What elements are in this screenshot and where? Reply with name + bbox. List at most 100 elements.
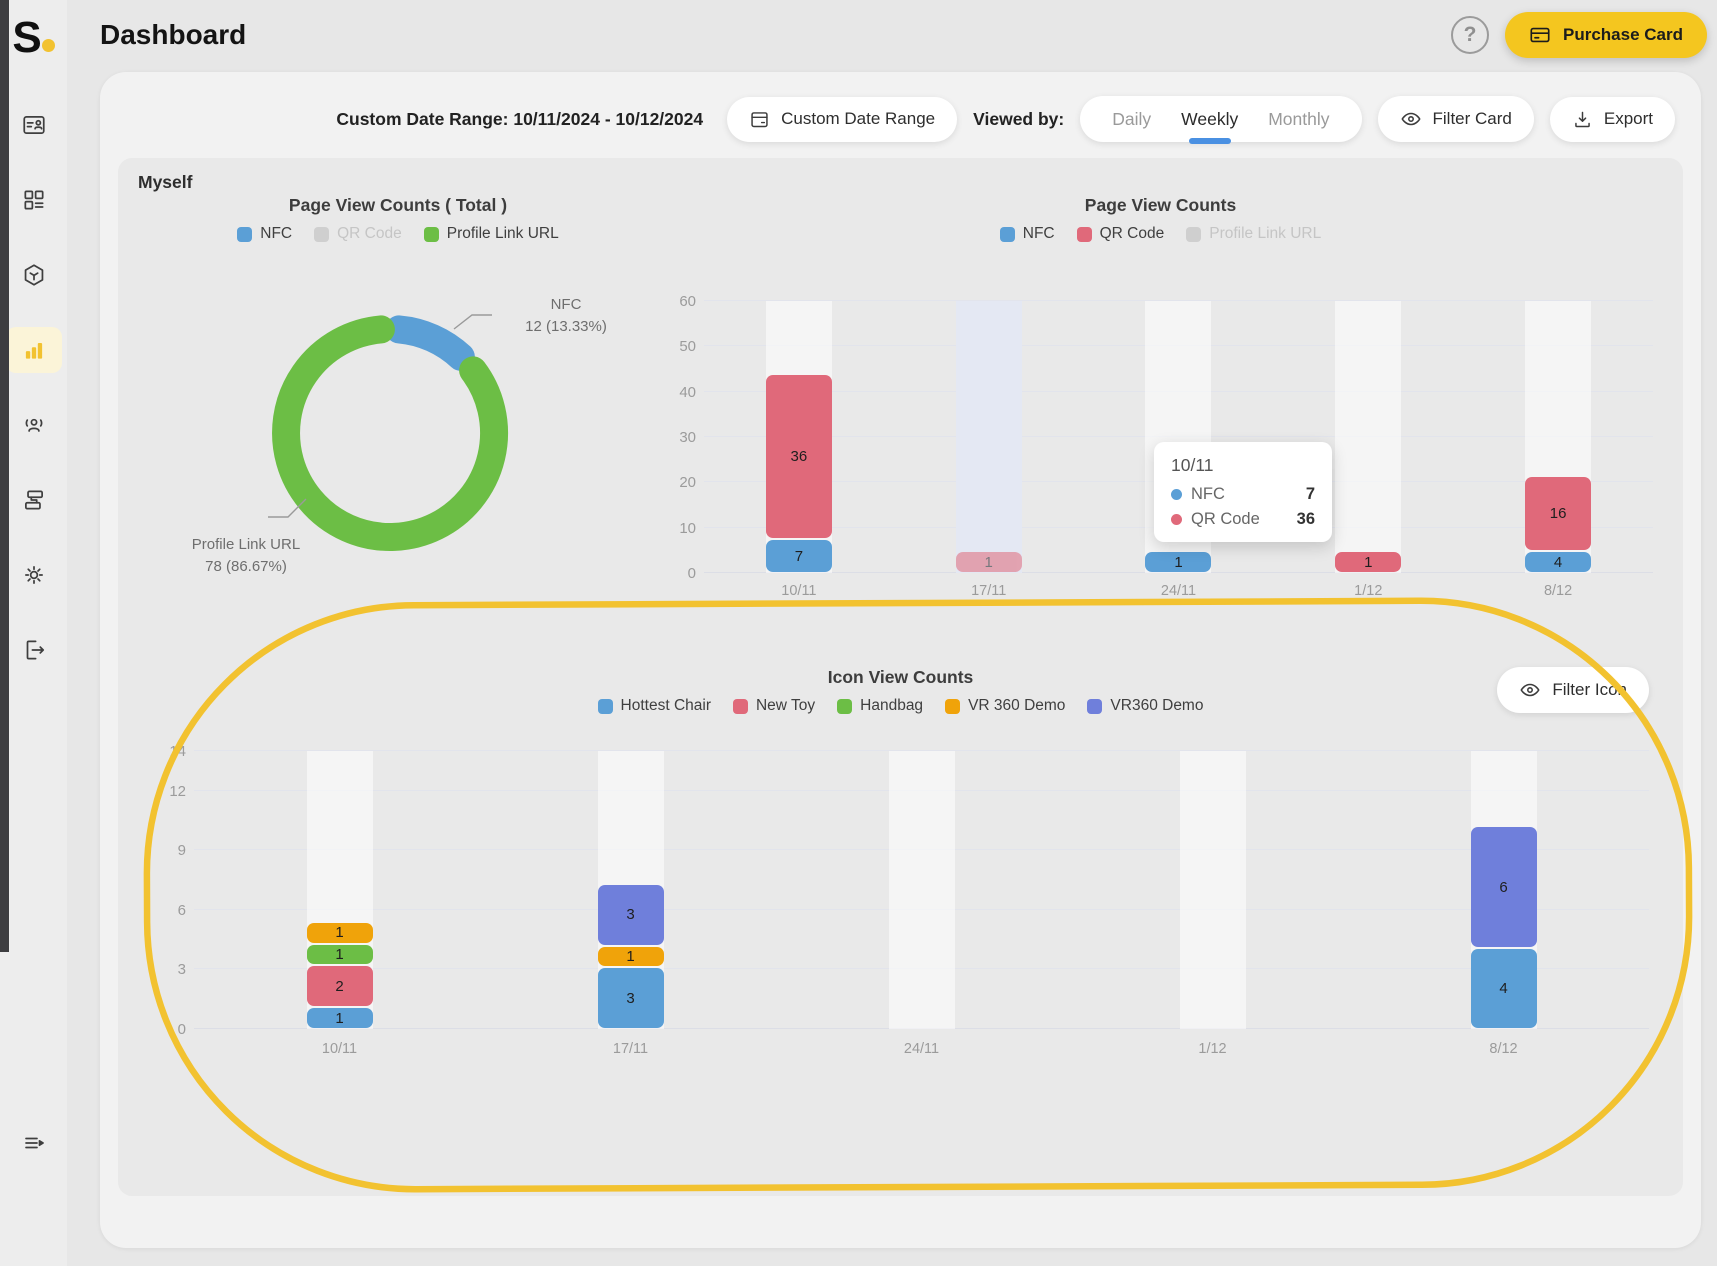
bar-segment-handbag[interactable]: 1 [306, 944, 373, 965]
view-tab-weekly[interactable]: Weekly [1169, 96, 1250, 144]
sidebar-item-analytics[interactable] [5, 327, 62, 373]
chart-tooltip: 10/11 NFC 7 QR Code 36 [1154, 442, 1332, 542]
sidebar-item-products[interactable] [6, 252, 62, 298]
legend-item-nfc[interactable]: NFC [999, 225, 1055, 243]
icon-view-counts-section: Filter Icon Icon View Counts Hottest Cha… [138, 667, 1663, 1057]
donut-slice-profile-link-url[interactable] [272, 315, 509, 551]
bar-segment-vr360-demo[interactable]: 3 [597, 885, 664, 945]
bar-segment-qr-code[interactable]: 1 [1335, 552, 1402, 572]
donut-slice-nfc[interactable] [385, 315, 475, 371]
users-icon [25, 418, 42, 432]
x-axis-label: 1/12 [1354, 583, 1383, 599]
bar-stack: 1 [955, 552, 1022, 572]
y-axis-tick: 30 [679, 429, 696, 446]
dashboard-card: Custom Date Range: 10/11/2024 - 10/12/20… [100, 72, 1701, 1248]
bar-segment-vr360-demo[interactable]: 6 [1470, 827, 1537, 947]
top-header: Dashboard ? Purchase Card [67, 0, 1717, 70]
sidebar-item-cards[interactable] [6, 477, 62, 523]
y-axis-tick: 3 [177, 961, 186, 979]
y-axis-tick: 20 [679, 474, 696, 492]
viewed-by-label: Viewed by: [973, 108, 1065, 129]
sidebar-item-team[interactable] [6, 402, 62, 448]
tooltip-row: NFC 7 [1171, 485, 1315, 504]
legend-item-hottest-chair[interactable]: Hottest Chair [597, 697, 711, 715]
bar-value-label: 3 [626, 989, 635, 1007]
analytics-bars-icon [25, 342, 42, 359]
bar-value-label: 3 [626, 906, 635, 924]
filter-card-button[interactable]: Filter Card [1377, 96, 1534, 142]
tooltip-series-dot [1171, 514, 1182, 525]
x-axis-label: 8/12 [1489, 1041, 1518, 1057]
bar-segment-nfc[interactable]: 1 [1145, 552, 1212, 572]
legend-label: New Toy [755, 697, 816, 714]
bar-chart-legend: NFC QR Code Profile Link URL [658, 225, 1663, 243]
bar-segment-qr-code[interactable]: 36 [765, 375, 832, 539]
bar-segment-nfc[interactable]: 7 [765, 540, 832, 572]
window-scrollbar[interactable] [0, 0, 9, 952]
bar-value-label: 4 [1553, 553, 1563, 571]
bar-segment-hottest-chair[interactable]: 1 [306, 1008, 373, 1028]
category-slot-24-11 [888, 751, 955, 1029]
legend-item-profile-link-url[interactable]: Profile Link URL [423, 225, 559, 243]
purchase-card-label: Purchase Card [1563, 25, 1683, 44]
export-button[interactable]: Export [1549, 96, 1675, 142]
bar-segment-vr-360-demo[interactable]: 1 [306, 922, 373, 943]
legend-item-handbag[interactable]: Handbag [837, 697, 923, 715]
bar-stack: 1 [1335, 552, 1402, 572]
legend-swatch [837, 698, 853, 714]
y-axis-tick: 12 [169, 782, 186, 800]
purchase-card-button[interactable]: Purchase Card [1505, 12, 1707, 58]
bar-segment-new-toy[interactable]: 2 [306, 966, 373, 1007]
legend-swatch [314, 226, 330, 242]
bar-stack: 3 1 3 [597, 885, 664, 1028]
legend-item-vr-360-demo[interactable]: VR 360 Demo [945, 697, 1065, 715]
bar-segment-qr-code[interactable]: 16 [1525, 477, 1592, 550]
box-3d-icon [24, 264, 43, 286]
sidebar-item-logout[interactable] [6, 627, 62, 673]
x-axis-labels: 10/11 17/11 24/11 1/12 8/12 [704, 583, 1653, 599]
view-tab-monthly[interactable]: Monthly [1268, 108, 1330, 129]
bar-segment-nfc[interactable]: 4 [1525, 552, 1592, 572]
legend-label: Profile Link URL [1209, 225, 1322, 242]
donut-chart: NFC 12 (13.33%) Profile Link URL 78 (86.67%… [192, 296, 607, 575]
x-axis-label: 10/11 [781, 583, 817, 599]
legend-label: NFC [260, 225, 293, 242]
sidebar-collapse-button[interactable] [22, 1131, 46, 1160]
donut-legend: NFC QR Code Profile Link URL [237, 225, 559, 243]
legend-item-qr-code[interactable]: QR Code [1076, 225, 1164, 243]
legend-item-vr360-demo[interactable]: VR360 Demo [1087, 697, 1203, 715]
sidebar-item-settings[interactable] [6, 552, 62, 598]
sidebar-item-contacts[interactable] [6, 102, 62, 148]
bar-segment-qr-code[interactable]: 1 [955, 552, 1022, 572]
bar-segment-hottest-chair[interactable]: 4 [1470, 948, 1537, 1028]
tooltip-series-value: 36 [1296, 510, 1315, 528]
app-logo[interactable]: S [12, 16, 55, 60]
help-button[interactable]: ? [1451, 16, 1489, 54]
legend-item-new-toy[interactable]: New Toy [732, 697, 816, 715]
calendar-icon [751, 111, 768, 127]
bar-segment-hottest-chair[interactable]: 3 [597, 968, 664, 1028]
legend-item-nfc[interactable]: NFC [237, 225, 292, 243]
view-tab-daily[interactable]: Daily [1112, 108, 1152, 129]
legend-swatch [999, 226, 1015, 242]
settings-gear-icon [24, 566, 43, 584]
legend-item-qr-code[interactable]: QR Code [314, 225, 402, 243]
dashboard-grid-icon [23, 190, 44, 210]
active-tab-underline [1188, 138, 1231, 144]
custom-date-range-button[interactable]: Custom Date Range [727, 96, 958, 142]
bar-segment-vr-360-demo[interactable]: 1 [597, 946, 664, 967]
sidebar-item-dashboard[interactable] [6, 177, 62, 223]
legend-label: Hottest Chair [620, 697, 711, 714]
filter-icon-label: Filter Icon [1552, 680, 1627, 699]
page-view-total-chart: Page View Counts ( Total ) NFC QR Code Pro… [138, 187, 658, 601]
custom-date-range-label: Custom Date Range [781, 109, 936, 128]
bar-stack: 4 16 [1525, 477, 1592, 572]
legend-item-profile-link-url[interactable]: Profile Link URL [1186, 225, 1321, 243]
x-axis-label: 1/12 [1198, 1041, 1227, 1057]
legend-label: Profile Link URL [446, 225, 559, 242]
category-slot-17-11: 3 1 3 [597, 751, 664, 1029]
plot-area: 0 3 6 9 12 14 1 2 1 1 3 1 3 4 6 [169, 743, 1649, 1038]
filter-icon-button[interactable]: Filter Icon [1497, 667, 1649, 713]
bar-stack: 1 [1145, 552, 1212, 572]
